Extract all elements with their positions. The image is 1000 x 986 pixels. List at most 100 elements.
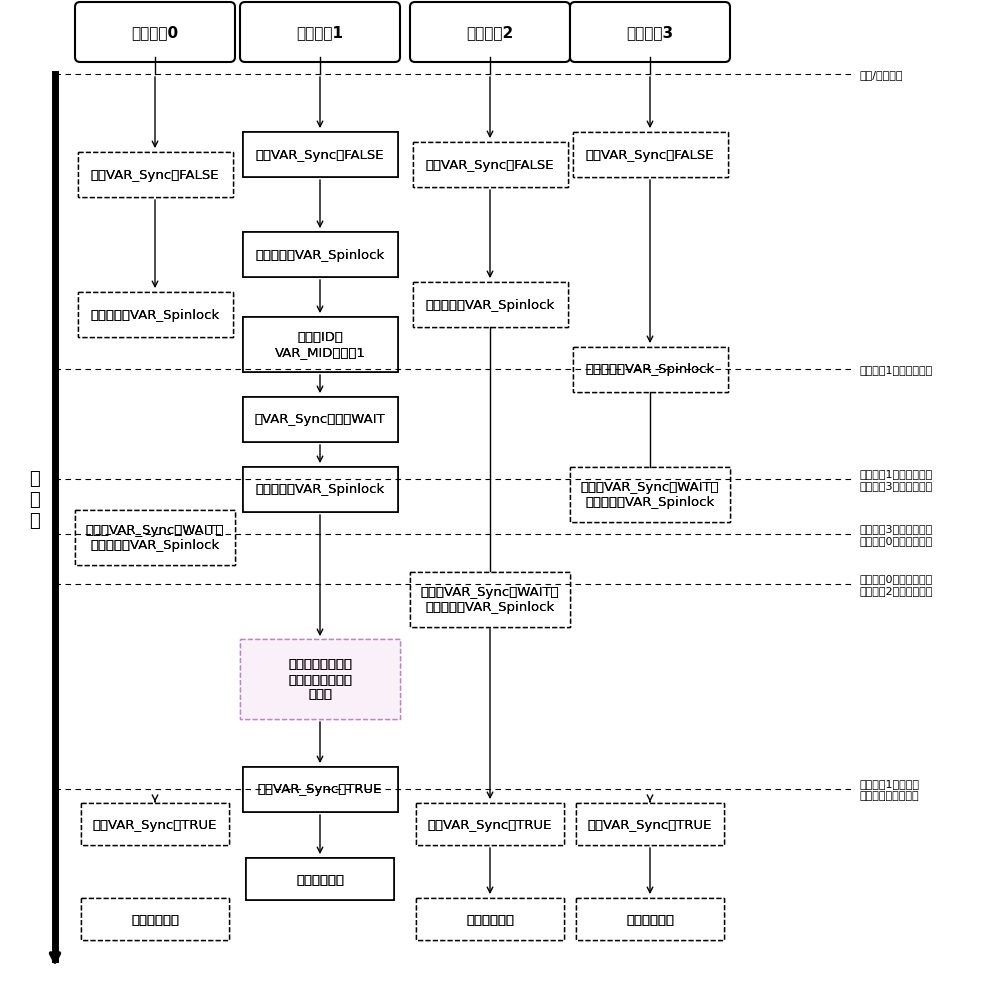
Text: 设置VAR_Sync为TRUE: 设置VAR_Sync为TRUE [258, 783, 382, 796]
Bar [81, 898, 229, 940]
Text: 申请自旋锁VAR_Spinlock: 申请自旋锁VAR_Spinlock [90, 309, 220, 321]
Bar [242, 233, 398, 277]
Text: 设置VAR_Sync为TRUE: 设置VAR_Sync为TRUE [258, 783, 382, 796]
Text: 读到VAR_Sync为TRUE: 读到VAR_Sync为TRUE [428, 817, 552, 830]
Bar [246, 858, 394, 900]
Bar [576, 898, 724, 940]
Text: 读到VAR_Sync为TRUE: 读到VAR_Sync为TRUE [93, 817, 217, 830]
Text: 处理器核0: 处理器核0 [131, 26, 179, 40]
Bar [240, 639, 400, 719]
Bar [242, 233, 398, 277]
Bar [570, 467, 730, 522]
Bar [78, 292, 232, 337]
Text: 处理器核1设置核间
同步信号为开始调度: 处理器核1设置核间 同步信号为开始调度 [860, 778, 920, 800]
Text: 将主核ID号
VAR_MID设置为1: 将主核ID号 VAR_MID设置为1 [275, 330, 365, 359]
Bar [242, 397, 398, 442]
Text: 进行任务调度: 进行任务调度 [296, 873, 344, 885]
Text: 进行任务调度: 进行任务调度 [466, 913, 514, 926]
Text: 读取到VAR_Sync为WAIT，
释放自旋锁VAR_Spinlock: 读取到VAR_Sync为WAIT， 释放自旋锁VAR_Spinlock [421, 586, 559, 613]
Text: 申请自旋锁VAR_Spinlock: 申请自旋锁VAR_Spinlock [425, 298, 555, 312]
Text: 读到VAR_Sync为TRUE: 读到VAR_Sync为TRUE [428, 817, 552, 830]
Bar [78, 153, 232, 197]
Bar [78, 153, 232, 197]
Bar [572, 347, 728, 392]
Text: 处理器核1: 处理器核1 [296, 26, 344, 40]
Bar [78, 292, 232, 337]
Text: 读取到VAR_Sync为WAIT，
释放自旋锁VAR_Spinlock: 读取到VAR_Sync为WAIT， 释放自旋锁VAR_Spinlock [86, 524, 224, 551]
Text: 上电/复位时刻: 上电/复位时刻 [860, 70, 904, 80]
Text: 设置VAR_Sync为FALSE: 设置VAR_Sync为FALSE [91, 169, 219, 181]
Text: 处理器核0释放自旋锁，
处理器核2申请到自旋锁: 处理器核0释放自旋锁， 处理器核2申请到自旋锁 [860, 574, 933, 596]
Bar [576, 804, 724, 845]
Bar [242, 132, 398, 177]
Text: 读取到VAR_Sync为WAIT，
释放自旋锁VAR_Spinlock: 读取到VAR_Sync为WAIT， 释放自旋锁VAR_Spinlock [421, 586, 559, 613]
Text: 设置VAR_Sync为FALSE: 设置VAR_Sync为FALSE [586, 148, 714, 162]
Bar [413, 282, 568, 327]
Text: 将VAR_Sync设置为WAIT: 将VAR_Sync设置为WAIT [255, 413, 385, 426]
Bar [416, 898, 564, 940]
Bar [410, 572, 570, 627]
Text: 设置VAR_Sync为FALSE: 设置VAR_Sync为FALSE [91, 169, 219, 181]
Bar [81, 804, 229, 845]
Text: 将主核ID号
VAR_MID设置为1: 将主核ID号 VAR_MID设置为1 [275, 330, 365, 359]
Text: 设置VAR_Sync为FALSE: 设置VAR_Sync为FALSE [256, 148, 384, 162]
Bar [416, 804, 564, 845]
Bar [572, 132, 728, 177]
Text: 将VAR_Sync设置为WAIT: 将VAR_Sync设置为WAIT [255, 413, 385, 426]
Bar [242, 317, 398, 372]
Text: 处理器核3释放自旋锁，
处理器核0申请到自旋锁: 处理器核3释放自旋锁， 处理器核0申请到自旋锁 [860, 524, 933, 545]
Text: 进行任务调度: 进行任务调度 [296, 873, 344, 885]
Bar [413, 142, 568, 187]
Bar [572, 132, 728, 177]
Text: 处理器核3: 处理器核3 [626, 26, 674, 40]
Bar [242, 317, 398, 372]
Text: 释放自旋锁VAR_Spinlock: 释放自旋锁VAR_Spinlock [255, 483, 385, 496]
Bar [242, 467, 398, 512]
Text: 进行任务调度: 进行任务调度 [466, 913, 514, 926]
Text: 处理器核2: 处理器核2 [466, 26, 514, 40]
Text: 设置VAR_Sync为FALSE: 设置VAR_Sync为FALSE [586, 148, 714, 162]
Bar [570, 467, 730, 522]
Text: 读到VAR_Sync为TRUE: 读到VAR_Sync为TRUE [588, 817, 712, 830]
Bar [410, 572, 570, 627]
Text: 申请自旋锁VAR_Spinlock: 申请自旋锁VAR_Spinlock [585, 363, 715, 376]
Bar [75, 510, 235, 565]
Bar [416, 898, 564, 940]
Text: 申请自旋锁VAR_Spinlock: 申请自旋锁VAR_Spinlock [90, 309, 220, 321]
Text: 进行内存、总线设
备、操作系统内核
初始化: 进行内存、总线设 备、操作系统内核 初始化 [288, 658, 352, 701]
Text: 读取到VAR_Sync为WAIT，
释放自旋锁VAR_Spinlock: 读取到VAR_Sync为WAIT， 释放自旋锁VAR_Spinlock [581, 480, 719, 509]
Text: 进行任务调度: 进行任务调度 [131, 913, 179, 926]
Text: 时
间
轴: 时 间 轴 [30, 469, 40, 529]
Text: 进行内存、总线设
备、操作系统内核
初始化: 进行内存、总线设 备、操作系统内核 初始化 [288, 658, 352, 701]
Text: 读到VAR_Sync为TRUE: 读到VAR_Sync为TRUE [588, 817, 712, 830]
Bar [416, 804, 564, 845]
Text: 设置VAR_Sync为FALSE: 设置VAR_Sync为FALSE [426, 159, 554, 172]
Bar [81, 898, 229, 940]
Text: 设置VAR_Sync为FALSE: 设置VAR_Sync为FALSE [256, 148, 384, 162]
Text: 申请自旋锁VAR_Spinlock: 申请自旋锁VAR_Spinlock [255, 248, 385, 261]
Bar [242, 467, 398, 512]
Bar [246, 858, 394, 900]
Bar [75, 510, 235, 565]
Text: 读取到VAR_Sync为WAIT，
释放自旋锁VAR_Spinlock: 读取到VAR_Sync为WAIT， 释放自旋锁VAR_Spinlock [581, 480, 719, 509]
FancyBboxPatch shape [240, 3, 400, 63]
FancyBboxPatch shape [570, 3, 730, 63]
Bar [572, 347, 728, 392]
Text: 进行任务调度: 进行任务调度 [626, 913, 674, 926]
Bar [242, 132, 398, 177]
Bar [242, 767, 398, 811]
Text: 申请自旋锁VAR_Spinlock: 申请自旋锁VAR_Spinlock [585, 363, 715, 376]
Text: 进行任务调度: 进行任务调度 [626, 913, 674, 926]
Text: 读取到VAR_Sync为WAIT，
释放自旋锁VAR_Spinlock: 读取到VAR_Sync为WAIT， 释放自旋锁VAR_Spinlock [86, 524, 224, 551]
Text: 处理器核1申请到自旋锁: 处理器核1申请到自旋锁 [860, 365, 933, 375]
Bar [576, 898, 724, 940]
Bar [242, 767, 398, 811]
Text: 申请自旋锁VAR_Spinlock: 申请自旋锁VAR_Spinlock [425, 298, 555, 312]
Bar [413, 282, 568, 327]
Text: 进行任务调度: 进行任务调度 [131, 913, 179, 926]
Text: 处理器核1释放自旋锁，
处理器核3申请到自旋锁: 处理器核1释放自旋锁， 处理器核3申请到自旋锁 [860, 468, 933, 490]
Text: 释放自旋锁VAR_Spinlock: 释放自旋锁VAR_Spinlock [255, 483, 385, 496]
FancyBboxPatch shape [410, 3, 570, 63]
Text: 设置VAR_Sync为FALSE: 设置VAR_Sync为FALSE [426, 159, 554, 172]
Text: 读到VAR_Sync为TRUE: 读到VAR_Sync为TRUE [93, 817, 217, 830]
